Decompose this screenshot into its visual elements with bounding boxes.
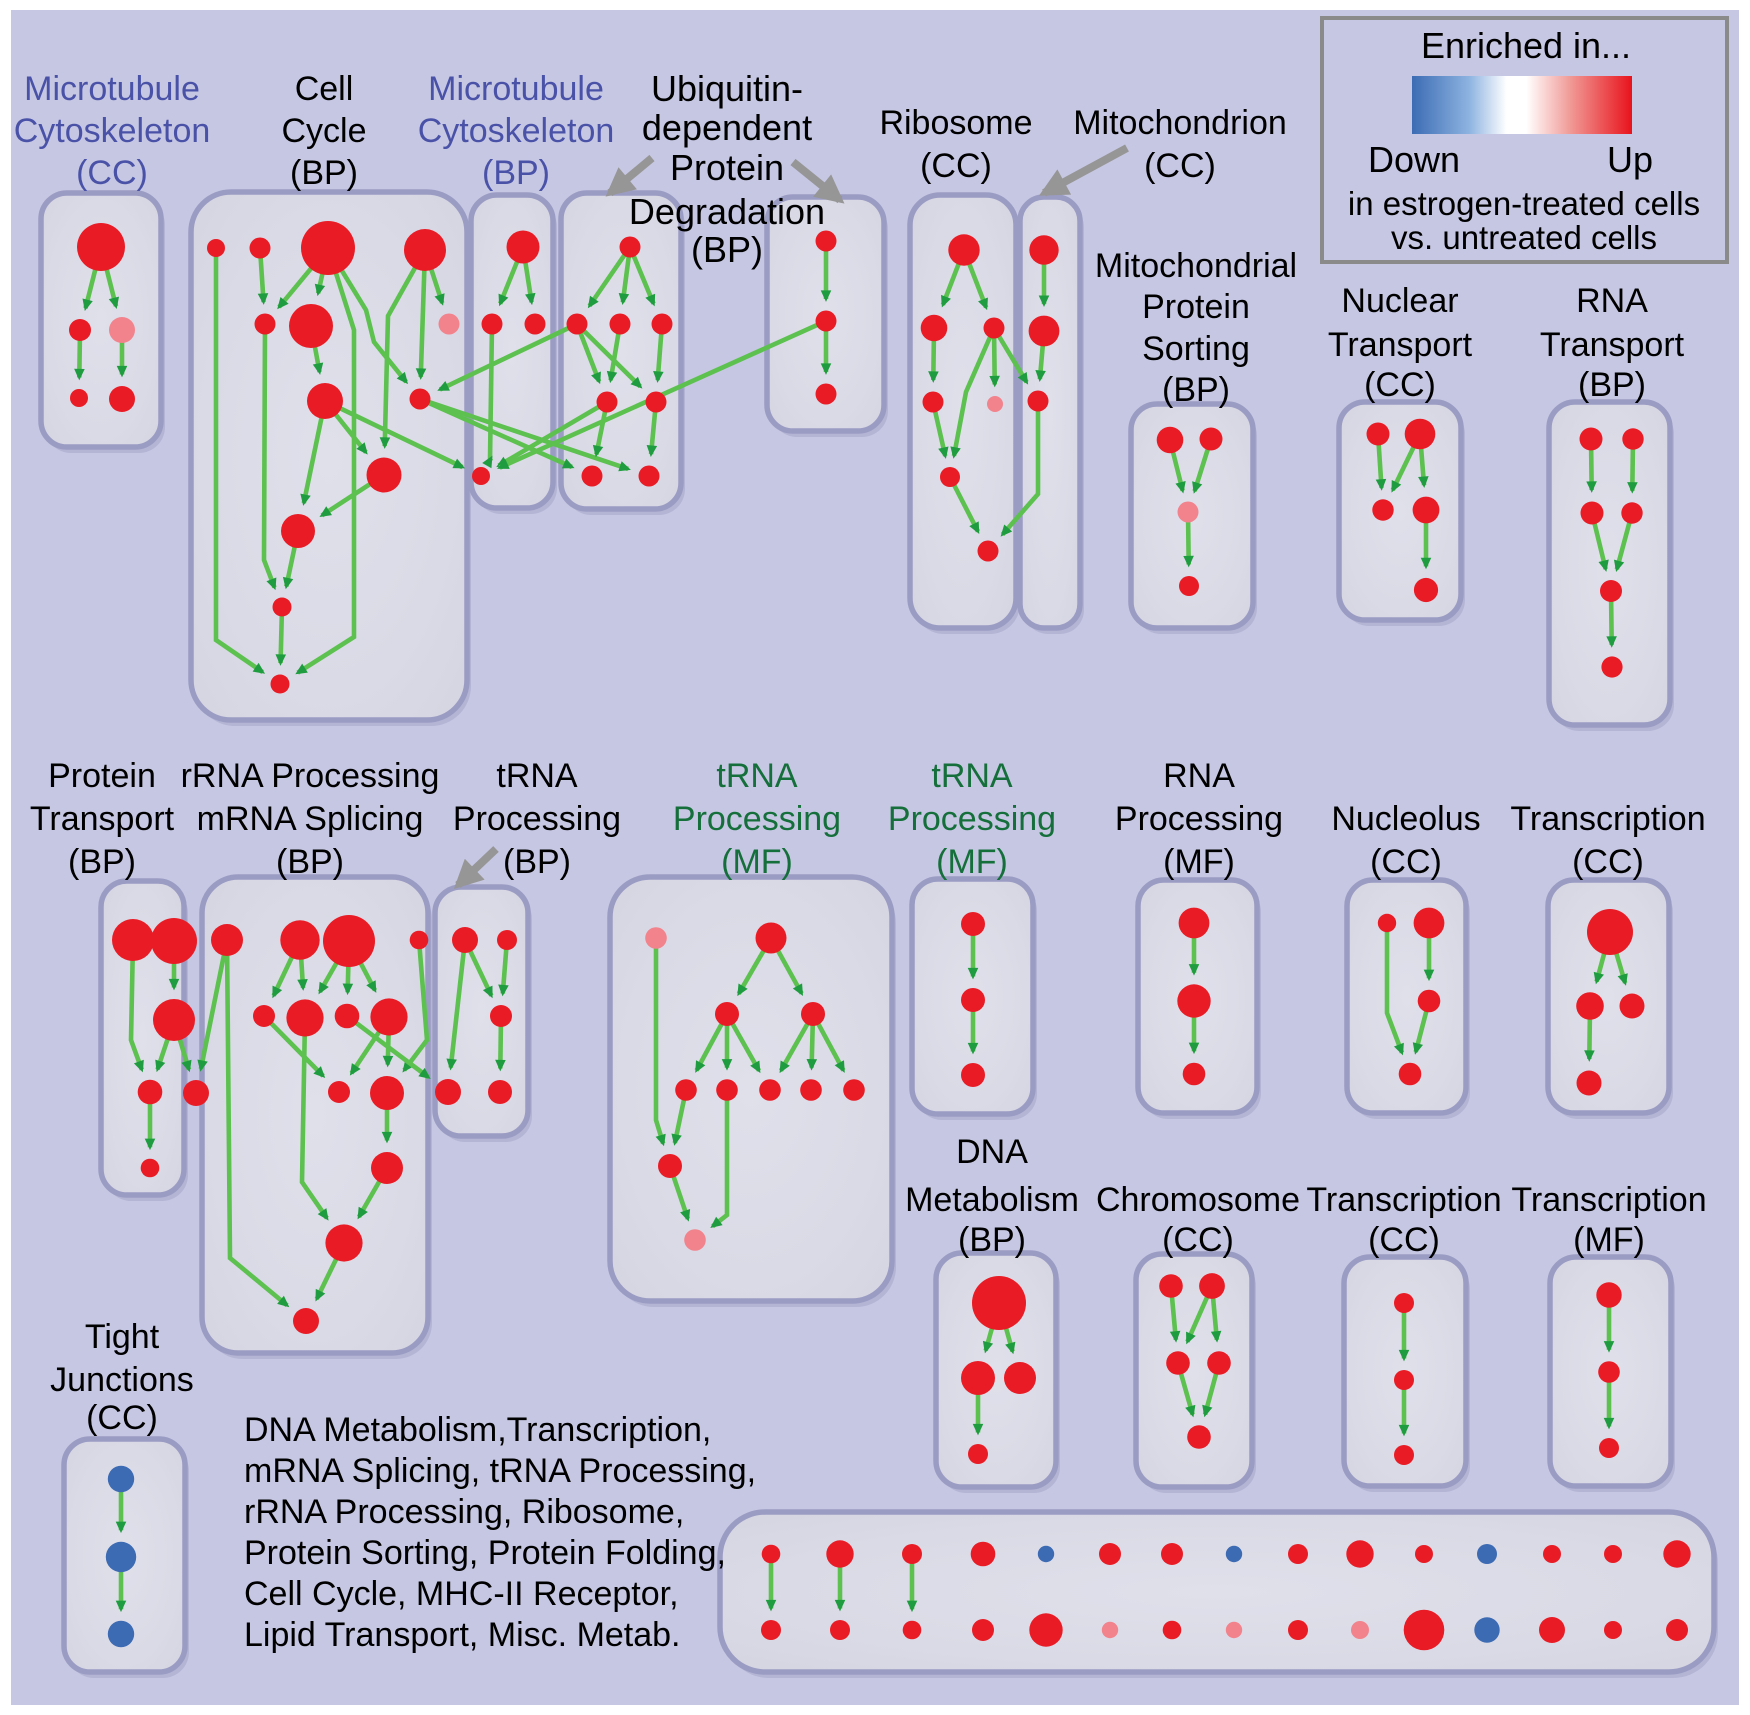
svg-text:Processing: Processing bbox=[673, 800, 841, 838]
svg-text:dependent: dependent bbox=[642, 107, 812, 148]
svg-text:RNA: RNA bbox=[1576, 282, 1648, 320]
svg-text:Transcription: Transcription bbox=[1511, 1181, 1706, 1219]
svg-text:(CC): (CC) bbox=[1162, 1221, 1234, 1259]
svg-text:(BP): (BP) bbox=[1578, 366, 1646, 404]
svg-text:Microtubule: Microtubule bbox=[24, 70, 200, 108]
svg-text:Ribosome: Ribosome bbox=[879, 104, 1032, 142]
svg-text:Metabolism: Metabolism bbox=[905, 1181, 1079, 1219]
svg-text:Transport: Transport bbox=[1328, 326, 1473, 364]
svg-text:Transport: Transport bbox=[30, 800, 175, 838]
svg-text:(MF): (MF) bbox=[1163, 843, 1235, 881]
svg-text:(BP): (BP) bbox=[290, 154, 358, 192]
svg-text:Nucleolus: Nucleolus bbox=[1331, 800, 1480, 838]
svg-text:Transport: Transport bbox=[1540, 326, 1685, 364]
svg-text:Transcription: Transcription bbox=[1306, 1181, 1501, 1219]
svg-text:(CC): (CC) bbox=[86, 1399, 158, 1437]
svg-text:vs. untreated cells: vs. untreated cells bbox=[1391, 219, 1657, 256]
svg-text:Sorting: Sorting bbox=[1142, 330, 1250, 368]
svg-text:(MF): (MF) bbox=[1573, 1221, 1645, 1259]
svg-text:in estrogen-treated cells: in estrogen-treated cells bbox=[1348, 185, 1700, 222]
svg-text:(BP): (BP) bbox=[482, 154, 550, 192]
svg-text:Protein: Protein bbox=[670, 147, 784, 188]
svg-text:Cytoskeleton: Cytoskeleton bbox=[418, 112, 615, 150]
svg-text:Lipid Transport, Misc. Metab.: Lipid Transport, Misc. Metab. bbox=[244, 1616, 681, 1654]
svg-text:mRNA Splicing, tRNA Processing: mRNA Splicing, tRNA Processing, bbox=[244, 1452, 756, 1490]
svg-text:(BP): (BP) bbox=[276, 843, 344, 881]
svg-text:(CC): (CC) bbox=[1368, 1221, 1440, 1259]
svg-text:(CC): (CC) bbox=[1364, 366, 1436, 404]
svg-text:Microtubule: Microtubule bbox=[428, 70, 604, 108]
svg-text:Chromosome: Chromosome bbox=[1096, 1181, 1300, 1219]
svg-text:DNA: DNA bbox=[956, 1133, 1028, 1171]
svg-text:(BP): (BP) bbox=[68, 843, 136, 881]
svg-text:tRNA: tRNA bbox=[716, 757, 798, 795]
svg-text:rRNA Processing: rRNA Processing bbox=[181, 757, 440, 795]
svg-text:Protein: Protein bbox=[48, 757, 156, 795]
svg-text:Processing: Processing bbox=[453, 800, 621, 838]
svg-text:Processing: Processing bbox=[1115, 800, 1283, 838]
svg-text:(BP): (BP) bbox=[1162, 371, 1230, 409]
svg-text:Nuclear: Nuclear bbox=[1341, 282, 1458, 320]
svg-text:Mitochondrial: Mitochondrial bbox=[1095, 247, 1297, 285]
svg-text:DNA Metabolism,Transcription,: DNA Metabolism,Transcription, bbox=[244, 1411, 711, 1449]
svg-text:Down: Down bbox=[1368, 139, 1460, 180]
svg-text:Ubiquitin-: Ubiquitin- bbox=[651, 68, 803, 109]
svg-text:tRNA: tRNA bbox=[931, 757, 1013, 795]
svg-text:mRNA Splicing: mRNA Splicing bbox=[197, 800, 424, 838]
svg-text:Cycle: Cycle bbox=[281, 112, 366, 150]
svg-text:(CC): (CC) bbox=[1572, 843, 1644, 881]
svg-text:tRNA: tRNA bbox=[496, 757, 578, 795]
svg-text:Mitochondrion: Mitochondrion bbox=[1073, 104, 1287, 142]
svg-text:Up: Up bbox=[1607, 139, 1653, 180]
svg-text:(BP): (BP) bbox=[691, 229, 763, 270]
svg-text:(MF): (MF) bbox=[936, 843, 1008, 881]
svg-text:Protein: Protein bbox=[1142, 288, 1250, 326]
svg-text:(BP): (BP) bbox=[503, 843, 571, 881]
svg-text:(MF): (MF) bbox=[721, 843, 793, 881]
svg-text:Tight: Tight bbox=[85, 1318, 160, 1356]
svg-text:Processing: Processing bbox=[888, 800, 1056, 838]
svg-text:Cell Cycle, MHC-II Receptor,: Cell Cycle, MHC-II Receptor, bbox=[244, 1575, 679, 1613]
svg-text:Degradation: Degradation bbox=[629, 191, 825, 232]
svg-text:(CC): (CC) bbox=[920, 147, 992, 185]
svg-text:Enriched in...: Enriched in... bbox=[1421, 25, 1631, 66]
svg-text:Cell: Cell bbox=[295, 70, 354, 108]
svg-text:Transcription: Transcription bbox=[1510, 800, 1705, 838]
svg-text:Cytoskeleton: Cytoskeleton bbox=[14, 112, 211, 150]
svg-text:RNA: RNA bbox=[1163, 757, 1235, 795]
svg-text:(CC): (CC) bbox=[1144, 147, 1216, 185]
svg-text:Protein Sorting, Protein Foldi: Protein Sorting, Protein Folding, bbox=[244, 1534, 726, 1572]
svg-text:(BP): (BP) bbox=[958, 1221, 1026, 1259]
svg-text:(CC): (CC) bbox=[76, 154, 148, 192]
svg-text:Junctions: Junctions bbox=[50, 1361, 194, 1399]
svg-text:rRNA Processing, Ribosome,: rRNA Processing, Ribosome, bbox=[244, 1493, 684, 1531]
svg-text:(CC): (CC) bbox=[1370, 843, 1442, 881]
